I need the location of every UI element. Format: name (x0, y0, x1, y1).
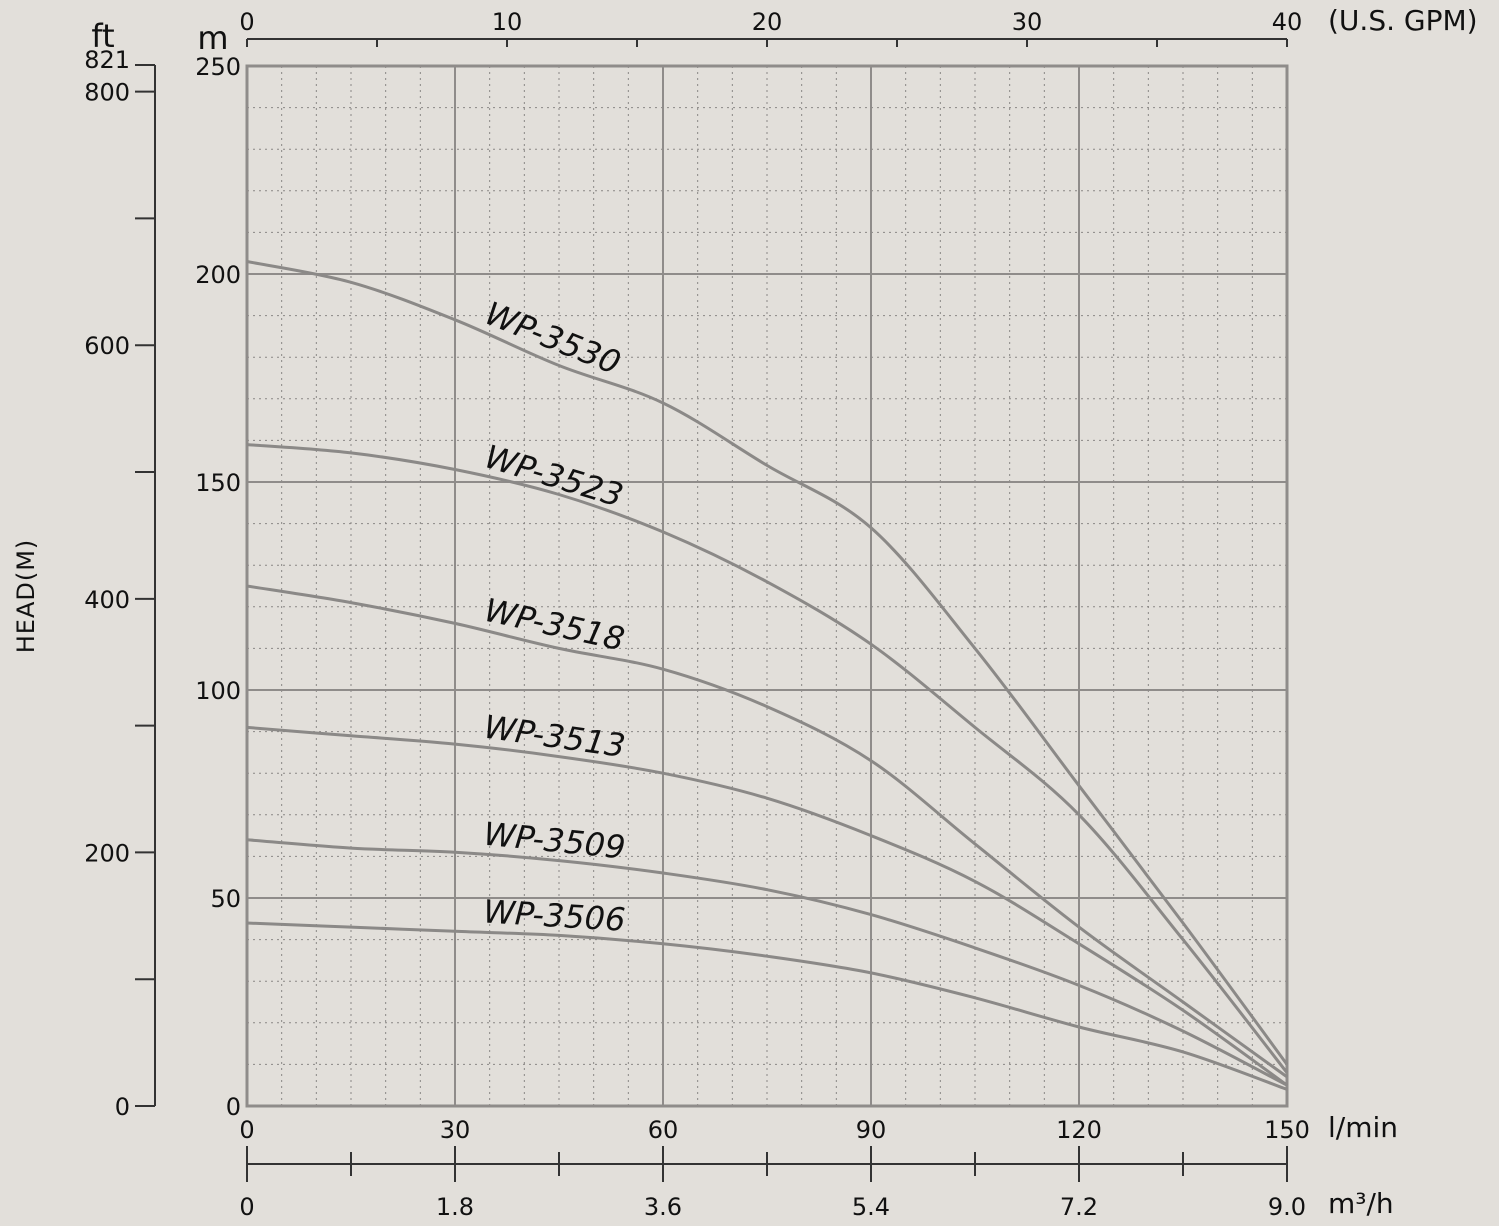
series-line (246, 838, 1288, 1087)
ft-tick-label: 600 (84, 332, 130, 360)
y-tick-label: 250 (195, 53, 241, 81)
m3h-unit-label: m³/h (1328, 1187, 1394, 1220)
ft-tick-label: 200 (84, 839, 130, 867)
series-label: WP-3523 (480, 437, 627, 514)
curves (246, 260, 1289, 1091)
series-label: WP-3506 (482, 892, 626, 938)
ft-tick-label: 400 (84, 586, 130, 614)
m3h-tick-label: 9.0 (1268, 1193, 1306, 1221)
y-tick-label: 200 (195, 261, 241, 289)
m3h-tick-label: 7.2 (1060, 1193, 1098, 1221)
y-tick-label: 150 (195, 469, 241, 497)
x-tick-label: 60 (648, 1116, 679, 1144)
y-tick-label: 50 (210, 885, 241, 913)
m-unit-label: m (197, 19, 228, 57)
x-tick-label: 150 (1264, 1116, 1310, 1144)
gpm-tick-label: 10 (492, 8, 523, 36)
series-line (246, 584, 1288, 1079)
ft-unit-label: ft (91, 17, 114, 55)
gpm-unit-label: (U.S. GPM) (1328, 4, 1478, 37)
ft-tick-label: 821 (84, 46, 130, 74)
gpm-tick-label: 0 (239, 8, 254, 36)
m3h-tick-label: 3.6 (644, 1193, 682, 1221)
grid (245, 64, 1289, 1108)
series-label: WP-3530 (480, 294, 626, 382)
x-tick-label: 30 (440, 1116, 471, 1144)
ft-tick-label: 800 (84, 79, 130, 107)
y-tick-label: 100 (195, 677, 241, 705)
series-line (246, 921, 1288, 1091)
series-line (246, 725, 1288, 1087)
m3h-tick-label: 0 (239, 1193, 254, 1221)
lmin-unit-label: l/min (1328, 1111, 1398, 1144)
x-tick-label: 0 (239, 1116, 254, 1144)
ft-tick-label: 0 (115, 1093, 130, 1121)
axes (135, 38, 1288, 1182)
x-tick-label: 120 (1056, 1116, 1102, 1144)
y-tick-label: 0 (226, 1093, 241, 1121)
gpm-tick-label: 30 (1012, 8, 1043, 36)
series-label: WP-3509 (482, 815, 627, 867)
y-axis-title: HEAD(M) (12, 539, 40, 654)
gpm-tick-label: 20 (752, 8, 783, 36)
x-tick-label: 90 (856, 1116, 887, 1144)
series-line (246, 260, 1289, 1066)
m3h-tick-label: 5.4 (852, 1193, 890, 1221)
gpm-tick-label: 40 (1272, 8, 1303, 36)
series-line (246, 443, 1289, 1074)
m3h-tick-label: 1.8 (436, 1193, 474, 1221)
